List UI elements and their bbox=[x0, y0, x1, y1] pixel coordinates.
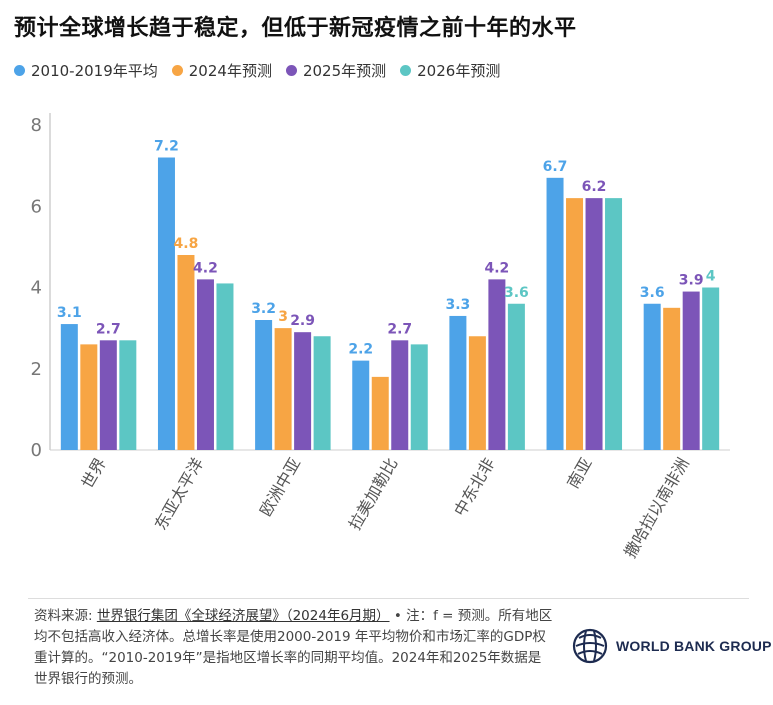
data-label: 3.2 bbox=[251, 301, 276, 317]
bar bbox=[80, 344, 98, 450]
bar bbox=[371, 376, 389, 450]
x-tick-label: 南亚 bbox=[563, 455, 595, 492]
bar bbox=[585, 198, 603, 450]
bar bbox=[255, 320, 273, 450]
legend-marker bbox=[171, 65, 183, 76]
y-tick-label: 8 bbox=[31, 115, 42, 136]
bar bbox=[313, 336, 331, 450]
chart-title: 预计全球增长趋于稳定，但低于新冠疫情之前十年的水平 bbox=[14, 16, 577, 41]
data-label: 4.2 bbox=[484, 260, 509, 276]
bar bbox=[60, 324, 78, 450]
bar bbox=[702, 287, 720, 450]
footnote-text: • 注：f = 预测。所有地区均不包括高收入经济体。总增长率是使用2000-20… bbox=[34, 608, 553, 687]
bar bbox=[294, 332, 312, 450]
bar bbox=[177, 255, 195, 450]
bar bbox=[605, 198, 623, 450]
globe-icon bbox=[572, 628, 608, 664]
data-label: 2.7 bbox=[96, 321, 121, 337]
bar bbox=[566, 198, 584, 450]
data-label: 3 bbox=[278, 309, 288, 325]
data-label: 3.6 bbox=[640, 285, 665, 301]
bar bbox=[663, 307, 681, 450]
bar bbox=[119, 340, 137, 450]
data-label: 4 bbox=[706, 269, 716, 285]
bar-chart: 0 2 4 6 8 3.1 2.7 世界 7.2 4.8 4.2 东亚太平洋 3.23 2.9 欧洲中亚 2.… bbox=[31, 113, 730, 562]
data-label: 3.6 bbox=[504, 285, 529, 301]
bar bbox=[682, 291, 700, 450]
bar bbox=[468, 336, 486, 450]
data-label: 3.1 bbox=[57, 305, 82, 321]
data-label: 3.9 bbox=[679, 273, 704, 289]
bar bbox=[274, 328, 292, 450]
bar bbox=[391, 340, 409, 450]
legend-label: 2010-2019年平均 bbox=[31, 62, 158, 80]
bar bbox=[449, 315, 467, 450]
data-label: 3.3 bbox=[445, 297, 470, 313]
y-tick-label: 6 bbox=[31, 196, 42, 217]
footnote: 资料来源: 世界银行集团《全球经济展望》（2024年6月期） • 注：f = 预… bbox=[34, 606, 554, 690]
bar bbox=[157, 157, 175, 450]
data-label: 7.2 bbox=[154, 139, 179, 155]
divider bbox=[28, 598, 749, 599]
x-tick-label: 撒哈拉以南非洲 bbox=[620, 455, 692, 562]
data-label: 6.2 bbox=[582, 179, 607, 195]
legend-item[interactable]: 2025年预测 bbox=[285, 60, 387, 81]
legend-label: 2024年预测 bbox=[188, 62, 272, 80]
y-tick-label: 2 bbox=[31, 359, 42, 380]
bar bbox=[488, 279, 506, 450]
legend-marker bbox=[400, 65, 412, 76]
y-tick-label: 0 bbox=[31, 440, 42, 461]
x-tick-label: 拉美加勒比 bbox=[345, 455, 401, 534]
bar bbox=[196, 279, 214, 450]
source-link[interactable]: 世界银行集团《全球经济展望》（2024年6月期） bbox=[96, 608, 390, 624]
bar bbox=[546, 177, 564, 450]
legend-label: 2026年预测 bbox=[417, 62, 501, 80]
bar bbox=[216, 283, 234, 450]
legend-item[interactable]: 2026年预测 bbox=[400, 60, 500, 81]
y-tick-label: 4 bbox=[31, 278, 42, 299]
chart-legend: 2010-2019年平均 2024年预测 2025年预测 2026年预测 bbox=[14, 60, 500, 81]
bar bbox=[99, 340, 117, 450]
x-tick-label: 世界 bbox=[78, 455, 110, 492]
legend-item[interactable]: 2024年预测 bbox=[171, 60, 272, 81]
legend-marker bbox=[285, 65, 297, 76]
x-tick-label: 东亚太平洋 bbox=[151, 455, 207, 534]
data-label: 4.2 bbox=[193, 260, 218, 276]
bar bbox=[410, 344, 428, 450]
world-bank-logo[interactable]: WORLD BANK GROUP bbox=[572, 628, 772, 664]
legend-label: 2025年预测 bbox=[302, 62, 387, 80]
logo-text: WORLD BANK GROUP bbox=[616, 638, 772, 654]
bar bbox=[352, 360, 370, 450]
legend-marker bbox=[14, 65, 25, 76]
data-label: 2.9 bbox=[290, 313, 315, 329]
data-label: 2.2 bbox=[348, 342, 373, 358]
bar bbox=[643, 303, 661, 450]
data-label: 6.7 bbox=[543, 159, 568, 175]
footnote-prefix: 资料来源: bbox=[34, 608, 97, 624]
data-label: 4.8 bbox=[174, 236, 199, 252]
bar bbox=[507, 303, 525, 450]
data-label: 2.7 bbox=[387, 321, 412, 337]
x-tick-label: 中东北非 bbox=[450, 454, 498, 519]
legend-item[interactable]: 2010-2019年平均 bbox=[14, 60, 158, 81]
x-tick-label: 欧洲中亚 bbox=[256, 455, 304, 520]
